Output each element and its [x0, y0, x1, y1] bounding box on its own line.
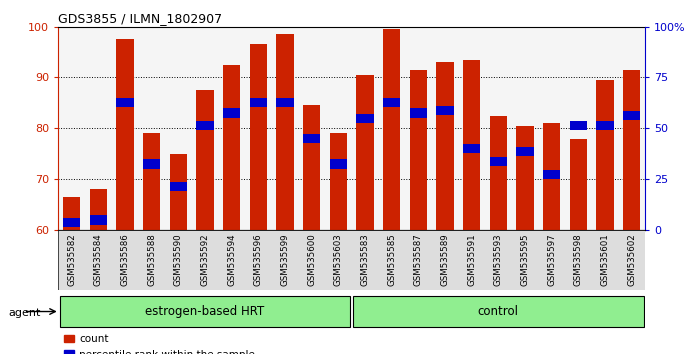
Bar [436, 106, 453, 115]
Bar [623, 70, 640, 230]
Text: GSM535588: GSM535588 [147, 233, 156, 286]
Bar [169, 154, 187, 230]
Bar [329, 159, 347, 169]
Bar [250, 98, 267, 108]
Text: GSM535583: GSM535583 [360, 233, 369, 286]
Bar [90, 215, 107, 224]
Bar [196, 90, 213, 230]
Bar [596, 121, 613, 130]
Text: GSM535586: GSM535586 [121, 233, 130, 286]
Bar [436, 62, 453, 230]
FancyBboxPatch shape [60, 296, 351, 327]
Bar [569, 138, 587, 230]
Bar [223, 108, 240, 118]
Text: agent: agent [8, 308, 40, 318]
Bar [223, 65, 240, 230]
Bar [569, 121, 587, 130]
Bar [516, 147, 534, 156]
Bar [623, 111, 640, 120]
Bar [303, 105, 320, 230]
Text: GSM535585: GSM535585 [387, 233, 396, 286]
Bar [383, 98, 400, 108]
Legend: count, percentile rank within the sample: count, percentile rank within the sample [64, 335, 255, 354]
Text: GSM535592: GSM535592 [200, 233, 209, 286]
Bar [463, 59, 480, 230]
Bar [303, 134, 320, 143]
Text: GSM535587: GSM535587 [414, 233, 423, 286]
Text: GSM535589: GSM535589 [440, 233, 449, 286]
Bar [410, 70, 427, 230]
Bar [250, 44, 267, 230]
Bar [117, 39, 134, 230]
Bar [276, 34, 294, 230]
Bar [63, 218, 80, 227]
Bar [276, 98, 294, 108]
Text: GSM535602: GSM535602 [627, 233, 636, 286]
Text: GSM535597: GSM535597 [547, 233, 556, 286]
Text: GSM535595: GSM535595 [521, 233, 530, 286]
Text: control: control [477, 305, 519, 318]
Text: GSM535603: GSM535603 [334, 233, 343, 286]
Bar [543, 170, 560, 179]
Bar [356, 114, 374, 123]
FancyBboxPatch shape [353, 296, 643, 327]
Bar [63, 197, 80, 230]
Bar [596, 80, 613, 230]
Bar [516, 126, 534, 230]
Bar [143, 133, 161, 230]
Bar [143, 159, 161, 169]
Text: GSM535584: GSM535584 [94, 233, 103, 286]
Bar [356, 75, 374, 230]
Bar [90, 189, 107, 230]
Bar [117, 98, 134, 108]
Text: GSM535599: GSM535599 [281, 233, 289, 286]
Text: GSM535593: GSM535593 [494, 233, 503, 286]
Text: GDS3855 / ILMN_1802907: GDS3855 / ILMN_1802907 [58, 12, 222, 25]
Bar [543, 123, 560, 230]
Text: estrogen-based HRT: estrogen-based HRT [145, 305, 265, 318]
Bar [410, 108, 427, 118]
Bar [383, 29, 400, 230]
Text: GSM535590: GSM535590 [174, 233, 182, 286]
Text: GSM535594: GSM535594 [227, 233, 236, 286]
Text: GSM535582: GSM535582 [67, 233, 76, 286]
Text: GSM535596: GSM535596 [254, 233, 263, 286]
Text: GSM535598: GSM535598 [573, 233, 582, 286]
Text: GSM535591: GSM535591 [467, 233, 476, 286]
Bar [58, 230, 645, 290]
Bar [463, 144, 480, 153]
Bar [490, 116, 507, 230]
Bar [490, 157, 507, 166]
Bar [169, 182, 187, 192]
Bar [329, 133, 347, 230]
Text: GSM535600: GSM535600 [307, 233, 316, 286]
Bar [196, 121, 213, 130]
Text: GSM535601: GSM535601 [600, 233, 609, 286]
